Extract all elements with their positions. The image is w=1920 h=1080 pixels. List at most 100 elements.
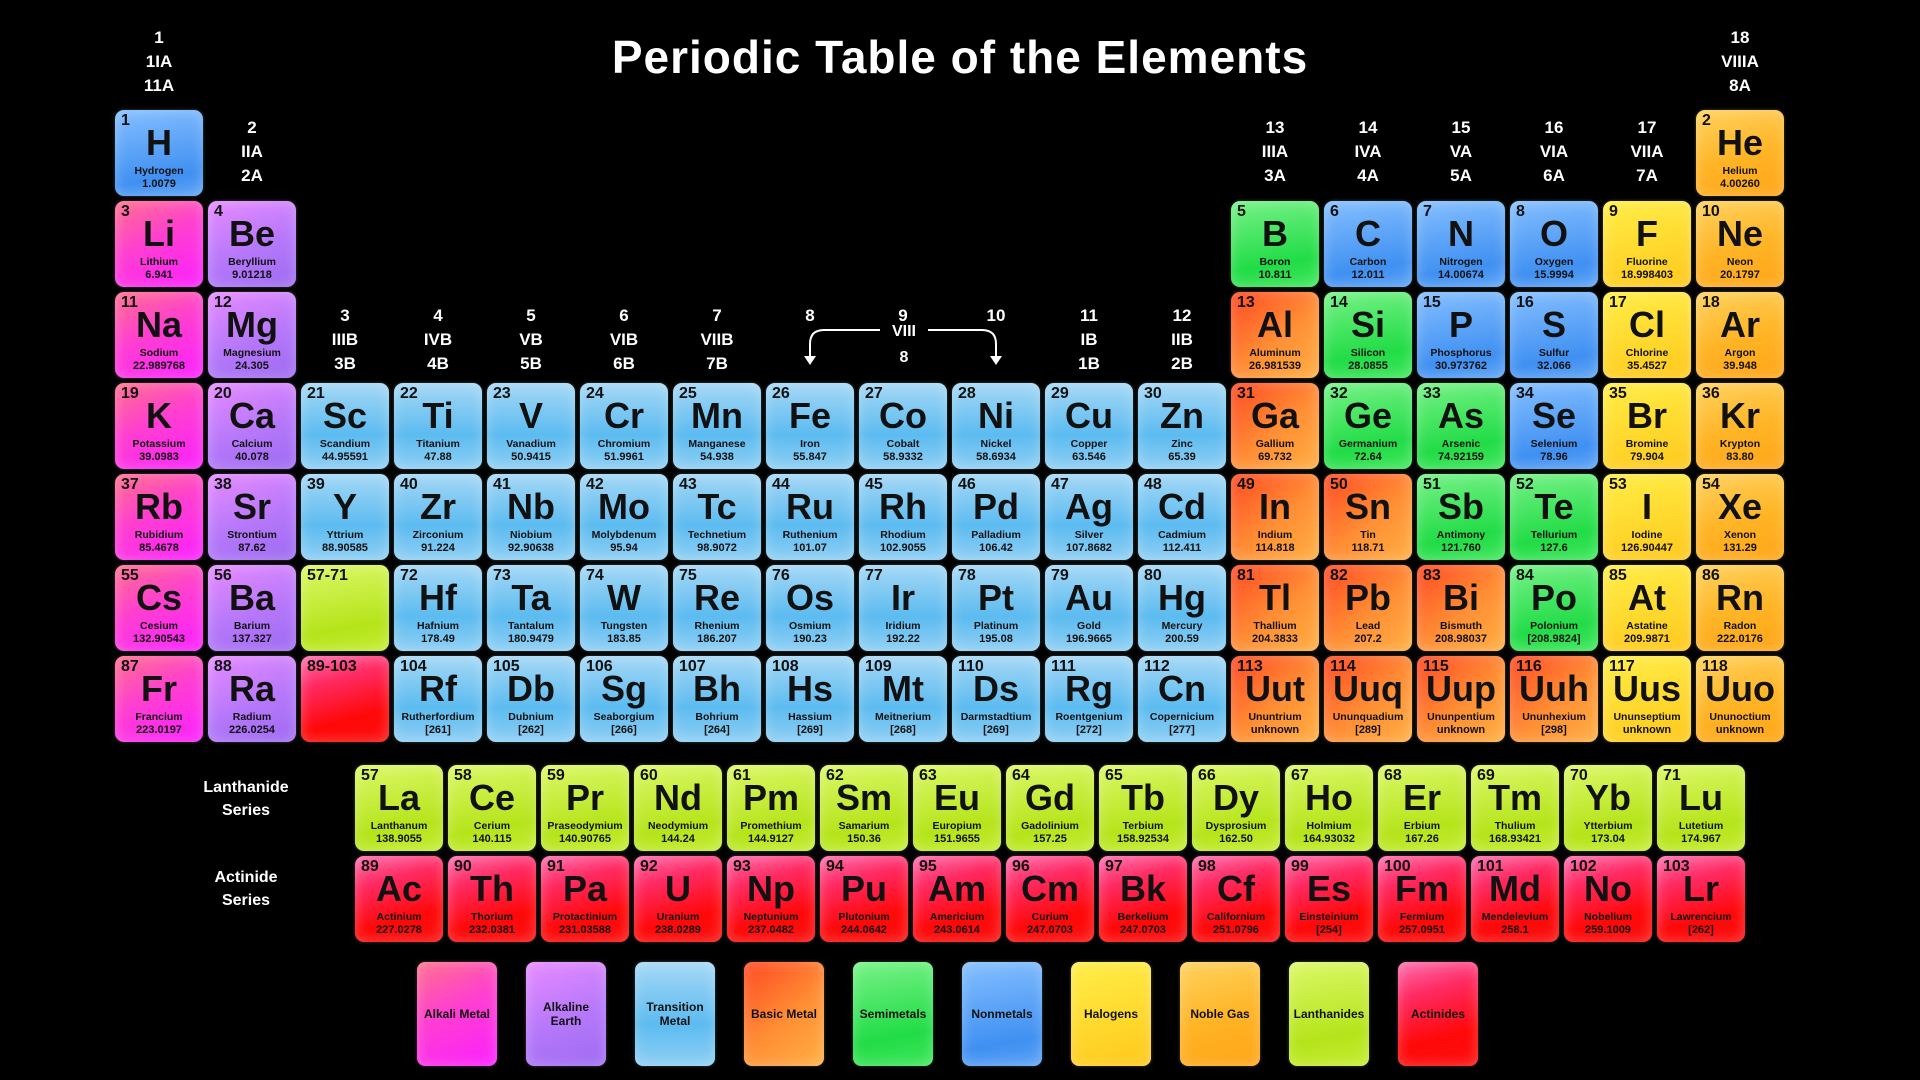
element-tile-Y: 39 Y Yttrium 88.90585 (301, 474, 389, 560)
atomic-number: 81 (1237, 567, 1255, 584)
atomic-mass: 238.0289 (655, 924, 701, 936)
group-header-line: 3A (1264, 166, 1286, 185)
element-tile-P: 15 P Phosphorus 30.973762 (1417, 292, 1505, 378)
atomic-number: 88 (214, 658, 232, 675)
atomic-number: 7 (1423, 203, 1432, 220)
element-symbol: Uuq (1333, 668, 1403, 709)
element-name: Fluorine (1626, 256, 1668, 268)
element-symbol: He (1716, 122, 1764, 163)
atomic-number: 35 (1609, 385, 1627, 402)
group-header-15: 15 VA 5A (1417, 116, 1505, 188)
atomic-number: 98 (1198, 858, 1216, 875)
element-name: Thorium (471, 911, 513, 923)
atomic-mass: 190.23 (793, 633, 827, 645)
group-header-line: 11 (1080, 306, 1098, 325)
atomic-mass: [254] (1316, 924, 1342, 936)
atomic-number: 95 (919, 858, 937, 875)
atomic-number: 101 (1477, 858, 1504, 875)
atomic-mass: 132.90543 (133, 633, 185, 645)
atomic-mass: [268] (890, 724, 916, 736)
atomic-mass: 22.989768 (133, 360, 185, 372)
atomic-number: 13 (1237, 294, 1255, 311)
element-tile-Hs: 108 Hs Hassium [269] (766, 656, 854, 742)
element-name: Ununpentium (1427, 711, 1495, 723)
atomic-number: 21 (307, 385, 325, 402)
element-symbol: Fr (141, 668, 177, 709)
element-symbol: Es (1306, 868, 1352, 909)
element-name: Thulium (1494, 820, 1536, 832)
atomic-number: 62 (826, 767, 844, 784)
element-name: Sulfur (1538, 347, 1570, 359)
element-symbol: Tc (697, 486, 737, 527)
atomic-mass: 226.0254 (229, 724, 275, 736)
element-symbol: Gd (1025, 777, 1075, 818)
atomic-mass: 85.4678 (139, 542, 179, 554)
atomic-mass: 9.01218 (232, 269, 272, 281)
element-name: Copernicium (1149, 711, 1215, 723)
element-tile-Rn: 86 Rn Radon 222.0176 (1696, 565, 1784, 651)
element-symbol: Zn (1160, 395, 1204, 436)
atomic-mass: 28.0855 (1348, 360, 1388, 372)
legend-noble: Noble Gas (1180, 962, 1260, 1066)
element-tile-Yb: 70 Yb Ytterbium 173.04 (1564, 765, 1652, 851)
element-symbol: Co (879, 395, 927, 436)
element-symbol: Se (1531, 395, 1577, 436)
element-symbol: Tl (1259, 577, 1291, 618)
atomic-number: 49 (1237, 476, 1255, 493)
group-header-11: 11 IB 1B (1045, 304, 1133, 376)
group-8-10-bracket-label: VIII (892, 323, 916, 340)
element-name: Neptunium (743, 911, 799, 923)
element-tile-O: 8 O Oxygen 15.9994 (1510, 201, 1598, 287)
element-tile-Ne: 10 Ne Neon 20.1797 (1696, 201, 1784, 287)
placeholder-tile-57-71: 57-71 (301, 565, 389, 651)
atomic-number: 65 (1105, 767, 1123, 784)
atomic-mass: 247.0703 (1027, 924, 1073, 936)
element-symbol: Sm (835, 777, 893, 818)
atomic-mass: 10.811 (1258, 269, 1292, 281)
atomic-mass: 106.42 (979, 542, 1013, 554)
group-header-12: 12 IIB 2B (1138, 304, 1226, 376)
element-name: Protactinium (552, 911, 618, 923)
group-header-line: 10 (986, 306, 1006, 325)
atomic-mass: [269] (983, 724, 1009, 736)
atomic-number: 47 (1051, 476, 1069, 493)
element-symbol: Kr (1719, 395, 1760, 436)
element-tile-Tm: 69 Tm Thulium 168.93421 (1471, 765, 1559, 851)
element-tile-Uup: 115 Uup Ununpentium unknown (1417, 656, 1505, 742)
group-header-line: 12 (1172, 306, 1192, 325)
element-symbol: Ra (228, 668, 276, 709)
element-tile-Au: 79 Au Gold 196.9665 (1045, 565, 1133, 651)
element-symbol: Cr (603, 395, 644, 436)
element-symbol: Db (507, 668, 555, 709)
atomic-mass: 87.62 (238, 542, 266, 554)
element-name: Rhenium (694, 620, 740, 632)
element-tile-La: 57 La Lanthanum 138.9055 (355, 765, 443, 851)
element-symbol: Hg (1158, 577, 1206, 618)
element-tile-Uuh: 116 Uuh Ununhexium [298] (1510, 656, 1598, 742)
element-name: Terbium (1122, 820, 1164, 832)
atomic-number: 36 (1702, 385, 1720, 402)
group-header-9: 9 (859, 304, 947, 328)
atomic-number: 67 (1291, 767, 1309, 784)
element-tile-N: 7 N Nitrogen 14.00674 (1417, 201, 1505, 287)
element-name: Hydrogen (134, 165, 184, 177)
atomic-mass: 244.0642 (841, 924, 887, 936)
atomic-mass: 98.9072 (697, 542, 737, 554)
group-header-line: 7 (712, 306, 722, 325)
atomic-mass: 180.9479 (508, 633, 554, 645)
element-tile-Ho: 67 Ho Holmium 164.93032 (1285, 765, 1373, 851)
group-header-5: 5 VB 5B (487, 304, 575, 376)
element-symbol: Re (693, 577, 741, 618)
atomic-mass: 247.0703 (1120, 924, 1166, 936)
element-name: Dubnium (508, 711, 554, 723)
atomic-number: 52 (1516, 476, 1534, 493)
atomic-number: 24 (586, 385, 604, 402)
element-symbol: Ga (1250, 395, 1300, 436)
legend-alkaline: Alkaline Earth (526, 962, 606, 1066)
atomic-number: 109 (865, 658, 892, 675)
element-tile-Mg: 12 Mg Magnesium 24.305 (208, 292, 296, 378)
atomic-number: 86 (1702, 567, 1720, 584)
element-tile-Ru: 44 Ru Ruthenium 101.07 (766, 474, 854, 560)
atomic-number: 83 (1423, 567, 1441, 584)
element-symbol: Ar (1719, 304, 1760, 345)
